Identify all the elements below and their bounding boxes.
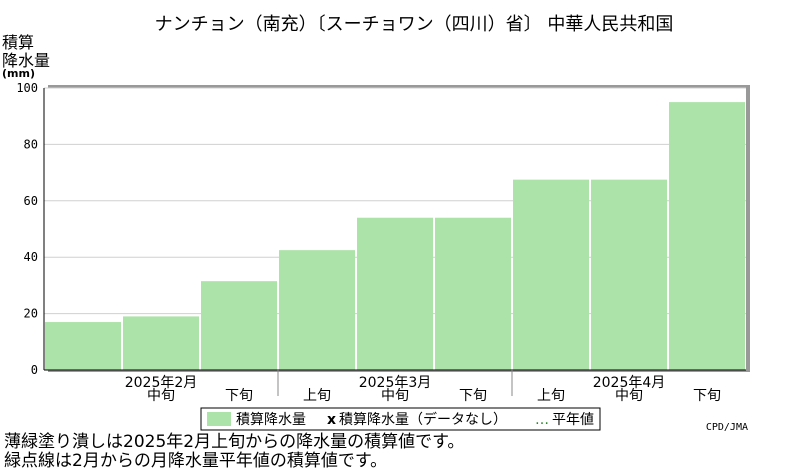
legend-label-accumulated: 積算降水量: [236, 412, 306, 428]
note-line-2: 緑点線は2月からの月降水量平年値の積算値です。: [4, 451, 387, 470]
note-line-1: 薄緑塗り潰しは2025年2月上旬からの降水量の積算値です。: [4, 431, 464, 452]
y-tick-label: 20: [24, 307, 38, 321]
legend: 積算降水量 x 積算降水量（データなし） … 平年値: [200, 407, 601, 431]
y-tick-label: 40: [24, 250, 38, 264]
y-axis-label-line-1: 積算: [2, 33, 34, 52]
credit-label: CPD/JMA: [706, 422, 748, 433]
bar: [357, 217, 433, 370]
legend-box: [200, 407, 601, 431]
bar: [435, 217, 511, 370]
x-month-label: 2025年2月: [125, 375, 198, 391]
bar: [45, 322, 121, 370]
y-tick-label: 60: [24, 194, 38, 208]
y-axis-ticks: 0 20 40 60 80 100: [16, 81, 38, 377]
bar: [669, 102, 745, 370]
x-period-label: 下旬: [693, 388, 721, 404]
x-axis-labels: 中旬 下旬 上旬 中旬 下旬 上旬 中旬 下旬 2025年2月 2025年3月 2025年4月: [125, 370, 721, 404]
x-period-label: 上旬: [303, 388, 331, 404]
legend-label-no-data: 積算降水量（データなし）: [339, 411, 507, 428]
x-month-label: 2025年4月: [593, 375, 666, 391]
legend-symbol-normal: …: [535, 412, 549, 428]
chart-title: ナンチョン（南充）〔スーチョワン（四川）省〕 中華人民共和国: [155, 14, 674, 35]
legend-label-normal: 平年値: [552, 412, 594, 428]
x-period-label: 中旬: [381, 388, 409, 404]
bar-series: [43, 88, 746, 371]
bar: [279, 250, 355, 370]
y-tick-label: 80: [24, 137, 38, 151]
y-axis-label-line-2: 降水量: [2, 51, 50, 70]
x-month-label: 2025年3月: [359, 375, 432, 391]
y-tick-label: 0: [31, 363, 38, 377]
bar: [591, 179, 667, 370]
bar: [513, 179, 589, 370]
bar: [123, 316, 199, 370]
y-axis-unit: (mm): [2, 67, 35, 80]
x-period-label: 下旬: [459, 388, 487, 404]
bar: [201, 281, 277, 370]
y-tick-label: 100: [16, 81, 38, 95]
x-period-label: 中旬: [147, 388, 175, 404]
legend-symbol-no-data: x: [327, 412, 336, 428]
x-period-label: 中旬: [615, 388, 643, 404]
x-period-label: 上旬: [537, 388, 565, 404]
x-period-label: 下旬: [225, 388, 253, 404]
legend-swatch: [207, 412, 231, 426]
